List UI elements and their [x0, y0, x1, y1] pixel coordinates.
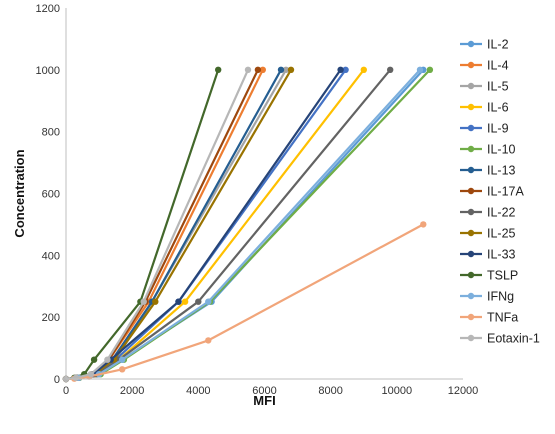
legend-item-eotaxin-1: Eotaxin-1 [460, 332, 540, 346]
legend-marker [467, 292, 475, 300]
data-point [152, 298, 159, 305]
y-tick-label: 400 [42, 250, 60, 262]
data-point [387, 66, 394, 74]
legend-label: IL-5 [487, 80, 509, 94]
data-point [140, 298, 147, 305]
legend-marker [467, 40, 475, 48]
x-axis-title: MFI [253, 393, 275, 408]
legend-marker [467, 334, 475, 342]
legend-item-il-9: IL-9 [460, 122, 509, 136]
legend-item-tslp: TSLP [460, 269, 518, 283]
x-tick-label: 4000 [186, 385, 210, 397]
data-point [205, 298, 212, 305]
data-point [426, 66, 434, 74]
y-tick-label: 600 [42, 189, 60, 201]
data-point [181, 298, 189, 305]
legend-marker [467, 313, 475, 321]
legend-label: IL-2 [487, 38, 509, 52]
x-tick-label: 8000 [318, 385, 342, 397]
legend: IL-2 IL-4 IL-5 IL-6 IL-9 IL-10 IL-13 IL-17A IL-2… [460, 38, 540, 346]
legend-label: IL-9 [487, 122, 509, 136]
x-tick-label: 6000 [252, 385, 276, 397]
x-tick-label: 10000 [382, 385, 413, 397]
legend-item-il-5: IL-5 [460, 80, 509, 94]
legend-label: IL-17A [487, 185, 524, 199]
legend-marker [467, 229, 475, 237]
series-line-il-6 [64, 68, 365, 381]
legend-label: IL-22 [487, 206, 516, 220]
legend-label: IL-33 [487, 248, 516, 262]
legend-marker [467, 208, 475, 216]
legend-marker [467, 61, 475, 69]
x-tick-label: 12000 [448, 385, 479, 397]
data-point [205, 337, 212, 344]
x-tick-label: 2000 [120, 385, 144, 397]
legend-label: TNFa [487, 311, 518, 325]
x-tick-label: 0 [63, 385, 69, 397]
series-line-il-5 [64, 68, 288, 381]
legend-item-il-10: IL-10 [460, 143, 516, 157]
data-point [175, 298, 182, 305]
legend-label: IL-25 [487, 227, 516, 241]
series-line-il-13 [64, 68, 283, 381]
data-point [282, 66, 290, 74]
legend-item-il-4: IL-4 [460, 59, 509, 73]
y-tick-label: 1200 [36, 3, 60, 15]
data-point [104, 356, 111, 363]
data-point [119, 356, 126, 363]
y-axis-ticks: 0 200 400 600 800 1000 1200 [36, 3, 60, 386]
legend-item-tnfa: TNFa [460, 311, 518, 325]
data-point [277, 66, 285, 74]
data-point [420, 221, 427, 228]
plot-area [62, 66, 434, 383]
data-point [244, 66, 252, 74]
data-point [416, 66, 424, 74]
legend-marker [467, 250, 475, 258]
series-line-il-9 [64, 68, 347, 381]
legend-item-il-17a: IL-17A [460, 185, 524, 199]
legend-label: IL-13 [487, 164, 516, 178]
data-point [360, 66, 367, 74]
series-line-ifng [64, 68, 422, 381]
data-point [337, 66, 344, 74]
legend-item-il-6: IL-6 [460, 101, 509, 115]
legend-marker [467, 187, 475, 195]
legend-item-ifng: IFNg [460, 290, 514, 304]
legend-label: IFNg [487, 290, 514, 304]
legend-label: IL-6 [487, 101, 509, 115]
legend-label: IL-4 [487, 59, 509, 73]
data-point [87, 371, 95, 378]
legend-item-il-22: IL-22 [460, 206, 516, 220]
y-axis-title: Concentration [12, 149, 27, 237]
legend-item-il-25: IL-25 [460, 227, 516, 241]
data-point [259, 66, 266, 74]
data-point [90, 356, 98, 363]
data-point [215, 66, 222, 74]
data-point [342, 66, 349, 74]
y-tick-label: 800 [42, 127, 60, 139]
legend-marker [467, 124, 475, 132]
x-axis-ticks: 0 2000 4000 6000 8000 10000 12000 [63, 385, 478, 397]
legend-marker [467, 166, 475, 174]
series-line-il-10 [64, 68, 431, 381]
data-point [287, 66, 295, 74]
legend-marker [467, 103, 475, 111]
legend-item-il-2: IL-2 [460, 38, 509, 52]
y-tick-label: 200 [42, 312, 60, 324]
legend-item-il-13: IL-13 [460, 164, 516, 178]
legend-label: TSLP [487, 269, 518, 283]
legend-label: IL-10 [487, 143, 516, 157]
data-point [72, 374, 80, 381]
data-point [119, 366, 126, 373]
data-point [195, 298, 202, 305]
legend-item-il-33: IL-33 [460, 248, 516, 262]
y-tick-label: 1000 [36, 65, 60, 77]
legend-marker [467, 145, 475, 153]
legend-label: Eotaxin-1 [487, 332, 540, 346]
y-tick-label: 0 [54, 374, 60, 386]
legend-marker [467, 82, 475, 90]
data-point [254, 66, 262, 74]
legend-marker [467, 271, 475, 279]
